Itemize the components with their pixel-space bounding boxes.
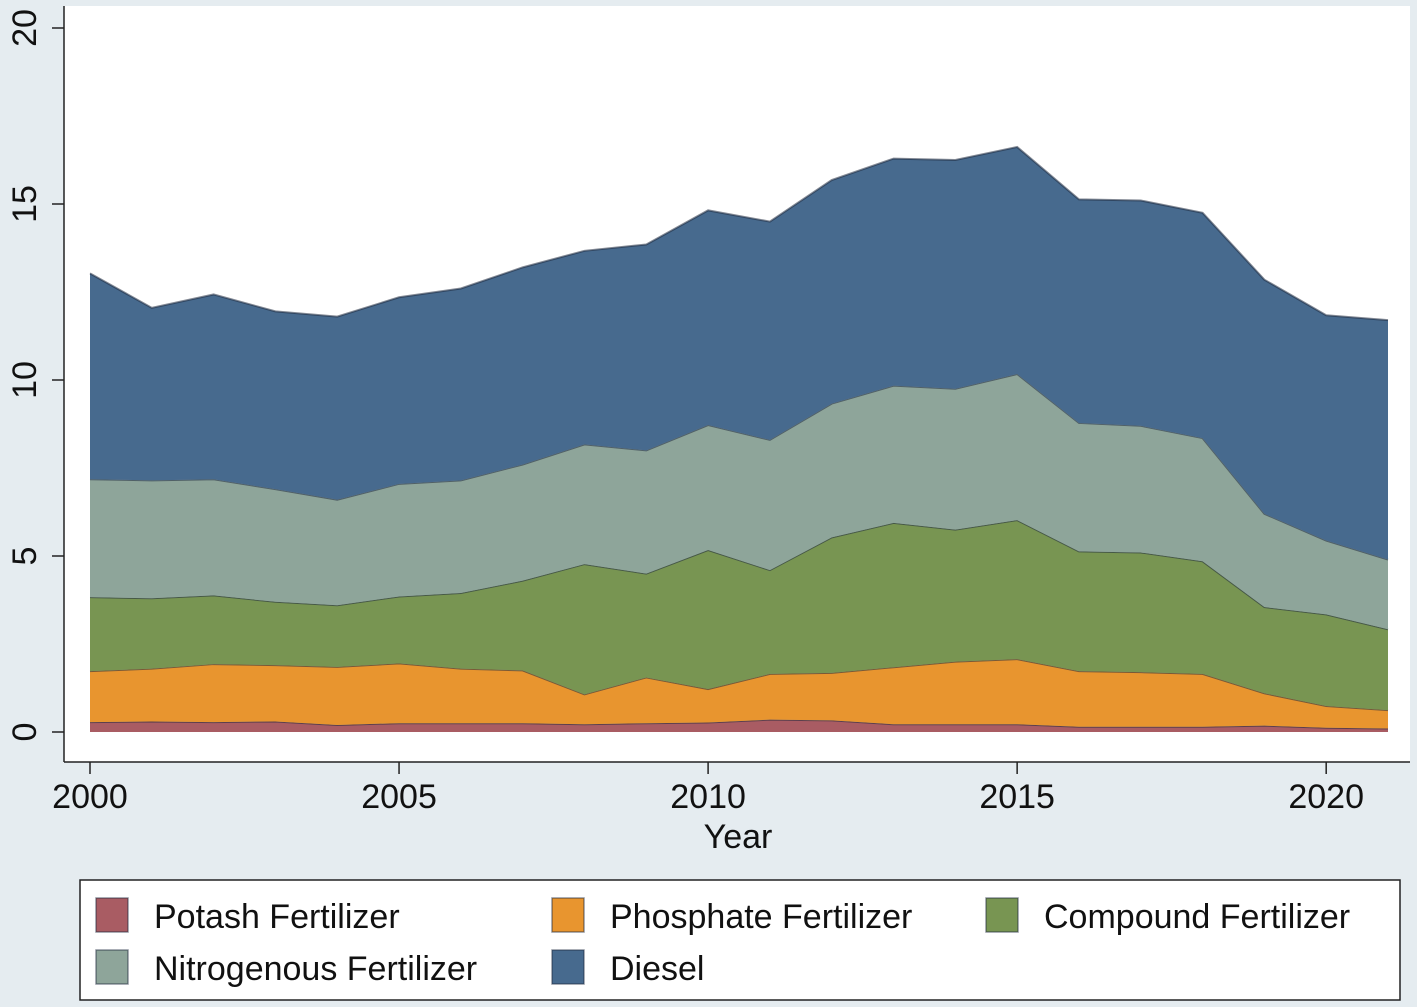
legend-swatch-phosphate-fertilizer	[551, 897, 585, 933]
legend-swatch-nitrogenous-fertilizer	[95, 949, 129, 985]
legend-label-phosphate-fertilizer: Phosphate Fertilizer	[610, 898, 912, 936]
area-series-group	[89, 145, 1389, 732]
area-diesel	[90, 146, 1388, 560]
y-tick-label: 20	[6, 9, 44, 47]
x-tick-label: 2000	[52, 778, 128, 816]
y-tick-label: 5	[6, 547, 44, 566]
x-axis-title: Year	[704, 818, 773, 856]
legend-label-nitrogenous-fertilizer: Nitrogenous Fertilizer	[154, 950, 477, 988]
x-axis-ticks: 2000 2005 2010 2015 2020	[52, 762, 1364, 816]
area-nitrogenous-fertilizer	[90, 374, 1388, 630]
legend-items: Potash Fertilizer Phosphate Fertilizer Com…	[95, 897, 1350, 988]
legend-swatch-diesel	[551, 949, 585, 985]
y-tick-label: 0	[6, 723, 44, 742]
legend: Potash Fertilizer Phosphate Fertilizer Com…	[79, 879, 1401, 1001]
area-phosphate-fertilizer	[90, 659, 1388, 729]
legend-swatch-compound-fertilizer	[985, 897, 1019, 933]
area-edge-diesel	[89, 145, 1389, 322]
y-axis-ticks: 0 5 10 15 20	[6, 9, 64, 741]
legend-label-diesel: Diesel	[610, 950, 704, 988]
y-tick-label: 10	[6, 361, 44, 399]
legend-label-compound-fertilizer: Compound Fertilizer	[1044, 898, 1350, 936]
y-tick-label: 15	[6, 185, 44, 223]
x-tick-label: 2015	[979, 778, 1055, 816]
area-compound-fertilizer	[90, 520, 1388, 711]
legend-label-potash-fertilizer: Potash Fertilizer	[154, 898, 400, 936]
area-potash-fertilizer	[90, 719, 1388, 732]
x-tick-label: 2005	[361, 778, 437, 816]
legend-box	[79, 879, 1401, 1001]
x-tick-label: 2020	[1288, 778, 1364, 816]
x-tick-label: 2010	[670, 778, 746, 816]
legend-swatch-potash-fertilizer	[95, 897, 129, 933]
